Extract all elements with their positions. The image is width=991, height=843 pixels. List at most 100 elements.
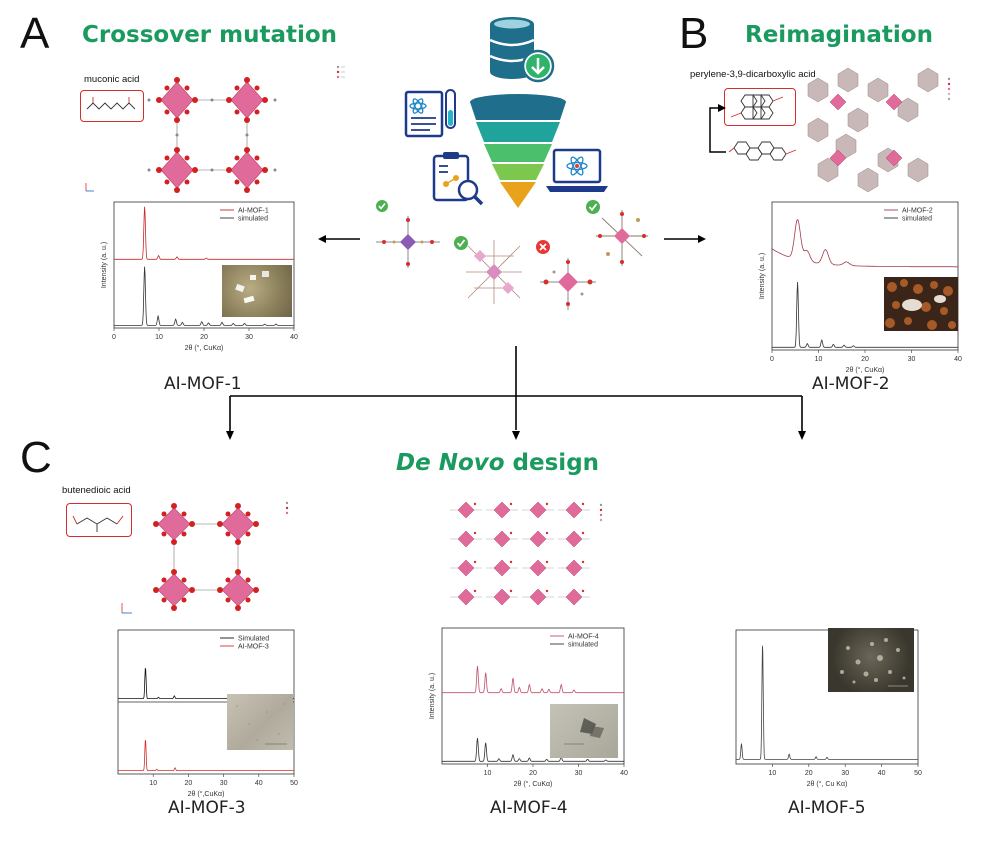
mof1-crystal-structure (145, 64, 295, 204)
mof2-x-tick-label: 10 (815, 356, 823, 363)
mof2-crystal-photo (884, 277, 958, 331)
mof2-y-axis-label: Intensity (a. u.) (759, 253, 766, 299)
mof4-oxygen (581, 531, 585, 535)
laptop-atom-icon (546, 148, 608, 192)
muconic-acid-molecule (86, 97, 136, 110)
mof4-legend-label: AI-MOF-4 (568, 634, 599, 641)
mof4-oxygen (509, 531, 513, 535)
mof4-node (565, 588, 583, 606)
reimagination-bracket-arrow (709, 104, 726, 153)
mof3-crystal-structure (146, 494, 276, 620)
mof4-x-tick-label: 40 (620, 770, 628, 777)
mof1-x-tick-label: 0 (112, 334, 116, 341)
panel-c-title: De Novo design (396, 452, 599, 475)
mof5-xrd-chart: 10 20 30 40 50 2θ (°, Cu Kα) (726, 624, 924, 800)
mof4-node (529, 588, 547, 606)
mof4-node (493, 501, 511, 519)
mof3-xrd-chart: 10 20 30 40 50 2θ (°,CuKα) Simulated AI-MOF-3 (100, 624, 304, 800)
mof5-plot-frame (735, 629, 919, 765)
mof4-legend-label: simulated (568, 642, 598, 649)
research-document-icon (404, 89, 456, 138)
check-icon (376, 200, 388, 212)
mof1-axis-glyph (84, 178, 96, 197)
mof4-oxygen (509, 589, 513, 593)
mof1-x-axis-label: 2θ (°, CuKα) (185, 344, 224, 352)
mof4-node (457, 588, 475, 606)
mof5-x-axis-label: 2θ (°, Cu Kα) (807, 780, 848, 788)
mof3-legend-glyph (284, 500, 296, 516)
mof3-x-tick-label: 30 (220, 780, 228, 787)
mof4-node (529, 530, 547, 548)
arrow-to-mof2 (664, 235, 706, 243)
mof1-x-tick-label: 10 (155, 334, 163, 341)
mof4-node (565, 559, 583, 577)
mof4-oxygen (581, 560, 585, 564)
mof2-x-axis-label: 2θ (°, CuKα) (846, 366, 885, 374)
panel-b-letter: B (679, 9, 709, 58)
mof1-legend-glyph (335, 64, 347, 80)
mof3-x-tick-label: 20 (185, 780, 193, 787)
mof4-node (493, 530, 511, 548)
mof2-legend-glyph (946, 76, 960, 102)
mof4-node (457, 530, 475, 548)
mof4-node (493, 559, 511, 577)
mof4-oxygen (473, 589, 477, 593)
panel-c-title-rest: design (504, 450, 600, 476)
mof5-caption: AI-MOF-5 (788, 798, 866, 818)
mof4-oxygen (545, 502, 549, 506)
mof1-series-simulated (114, 266, 294, 326)
mof4-oxygen (509, 502, 513, 506)
mof3-legend-label: Simulated (238, 636, 269, 643)
mof5-crystal-photo (828, 628, 914, 692)
mof5-x-tick-label: 10 (769, 770, 777, 777)
mof3-x-tick-label: 10 (149, 780, 157, 787)
panel-c-letter: C (20, 433, 52, 482)
mof3-series-ai-mof-3 (118, 739, 294, 772)
mof2-series-simulated (772, 281, 958, 348)
panel-c-title-italic: De Novo (396, 450, 505, 476)
cross-icon (536, 240, 550, 254)
mof4-crystal-photo (550, 704, 618, 758)
mof3-x-tick-label: 50 (290, 780, 298, 787)
mof2-crystal-structure (798, 64, 942, 200)
check-icon (586, 200, 600, 214)
mof2-x-tick-label: 0 (770, 356, 774, 363)
mof4-y-axis-label: Intensity (a. u.) (429, 673, 436, 719)
mof2-x-tick-label: 20 (861, 356, 869, 363)
branch-arrows-to-de-novo (226, 346, 806, 440)
panel-b-acid-label: perylene-3,9-dicarboxylic acid (690, 69, 816, 80)
mof2-series-ai-mof-2 (771, 219, 958, 268)
check-icon (454, 236, 468, 250)
mof3-caption: AI-MOF-3 (168, 798, 246, 818)
mof1-legend-label: simulated (238, 216, 268, 223)
panel-a-letter: A (20, 9, 50, 58)
mof5-x-tick-label: 50 (914, 770, 922, 777)
mof4-oxygen (581, 589, 585, 593)
mof4-node (493, 588, 511, 606)
arrow-to-mof1 (318, 235, 360, 243)
mof1-x-tick-label: 20 (200, 334, 208, 341)
mof4-node (565, 501, 583, 519)
mof5-x-tick-label: 40 (878, 770, 886, 777)
parent-linker-molecule (728, 141, 797, 161)
mof4-x-tick-label: 30 (575, 770, 583, 777)
panel-b-title: Reimagination (745, 22, 933, 48)
muconic-acid-structure (80, 90, 144, 122)
mof1-crystal-photo (222, 265, 292, 317)
mof4-oxygen (473, 502, 477, 506)
mof4-node (529, 559, 547, 577)
candidate-structure-4 (596, 210, 648, 266)
mof1-caption: AI-MOF-1 (164, 374, 242, 394)
mof2-legend-label: simulated (902, 216, 932, 223)
mof4-node (529, 501, 547, 519)
mof4-xrd-chart: 10 20 30 40 2θ (°, CuKα) Intensity (a. u.) AI-… (418, 622, 634, 800)
mof3-x-axis-label: 2θ (°,CuKα) (188, 790, 225, 798)
mof5-series-pattern (736, 645, 918, 760)
panel-c-acid-label: butenedioic acid (62, 485, 131, 496)
mof1-xrd-chart: 0 10 20 30 40 2θ (°, CuKα) Intensity (a. u.) AI… (92, 196, 304, 372)
mof4-oxygen (509, 560, 513, 564)
clipboard-analysis-icon (432, 152, 484, 206)
mof4-crystal-structure (448, 496, 612, 614)
mof4-oxygen (545, 560, 549, 564)
